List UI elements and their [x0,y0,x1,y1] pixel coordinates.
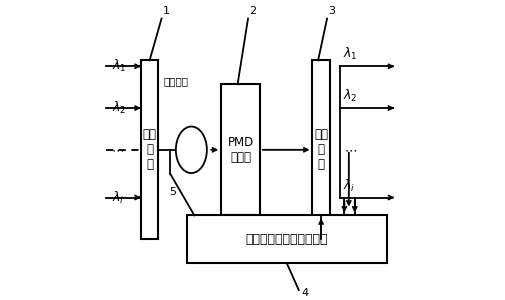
Text: $\lambda_i$: $\lambda_i$ [343,178,356,194]
Text: $\cdots$: $\cdots$ [344,143,358,156]
Text: 偏振模色散反馈控制单元: 偏振模色散反馈控制单元 [245,233,328,246]
Text: $\cdots$: $\cdots$ [111,143,124,156]
Text: 光复
用
器: 光复 用 器 [142,128,157,171]
Text: 解复
用
器: 解复 用 器 [314,128,328,171]
Text: $\lambda_i$: $\lambda_i$ [112,190,125,206]
Ellipse shape [179,132,204,168]
Text: 3: 3 [329,6,335,16]
Text: 4: 4 [301,288,309,298]
Text: 光纤链路: 光纤链路 [164,76,189,86]
Bar [187,215,387,263]
Text: $\lambda_1$: $\lambda_1$ [343,46,358,62]
Text: $\lambda_2$: $\lambda_2$ [112,100,127,116]
Text: PMD
补偿器: PMD 补偿器 [227,136,254,164]
Bar [141,60,158,239]
Ellipse shape [183,137,199,162]
Ellipse shape [176,127,207,173]
Text: 5: 5 [170,187,177,196]
Text: 1: 1 [163,6,170,16]
Text: $\lambda_1$: $\lambda_1$ [112,58,127,74]
Bar [313,60,330,239]
Text: 2: 2 [249,6,257,16]
Bar [221,84,260,215]
Text: $\lambda_2$: $\lambda_2$ [343,88,358,104]
